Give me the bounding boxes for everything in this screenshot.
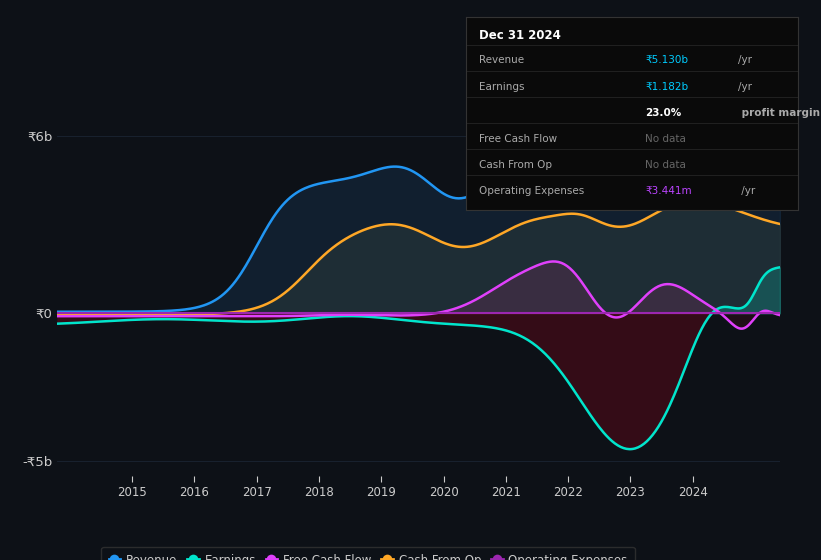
Text: ₹1.182b: ₹1.182b [645, 82, 688, 91]
Text: Dec 31 2024: Dec 31 2024 [479, 29, 561, 43]
Text: 23.0%: 23.0% [645, 108, 681, 118]
Text: No data: No data [645, 134, 686, 144]
Text: ₹5.130b: ₹5.130b [645, 55, 688, 66]
Text: Earnings: Earnings [479, 82, 525, 91]
Text: /yr: /yr [738, 55, 752, 66]
Text: Operating Expenses: Operating Expenses [479, 186, 584, 196]
Text: No data: No data [645, 160, 686, 170]
Legend: Revenue, Earnings, Free Cash Flow, Cash From Op, Operating Expenses: Revenue, Earnings, Free Cash Flow, Cash … [102, 547, 635, 560]
Text: /yr: /yr [738, 186, 755, 196]
Text: Revenue: Revenue [479, 55, 524, 66]
Text: Free Cash Flow: Free Cash Flow [479, 134, 557, 144]
Text: /yr: /yr [738, 82, 752, 91]
Text: ₹3.441m: ₹3.441m [645, 186, 691, 196]
Text: Cash From Op: Cash From Op [479, 160, 552, 170]
Text: profit margin: profit margin [738, 108, 820, 118]
